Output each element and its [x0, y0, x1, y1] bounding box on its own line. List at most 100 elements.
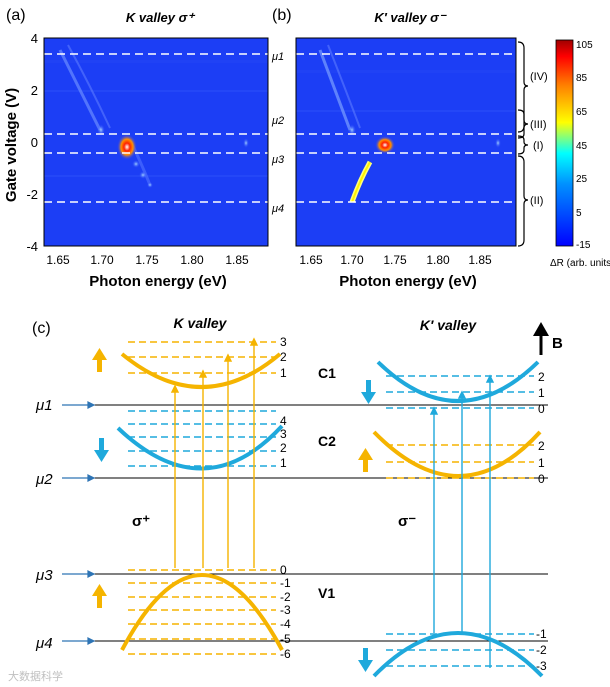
panel-a-label: (a)	[6, 7, 26, 24]
svg-text:2: 2	[280, 350, 287, 364]
svg-text:-2: -2	[26, 187, 38, 202]
svg-text:-1: -1	[536, 627, 547, 641]
kp-transitions	[429, 374, 495, 668]
svg-text:0: 0	[538, 402, 545, 416]
svg-text:65: 65	[576, 107, 588, 118]
kp-c2-band	[372, 430, 542, 479]
svg-text:1: 1	[538, 386, 545, 400]
panel-a-y-axis: 4 2 0 -2 -4	[26, 31, 38, 254]
svg-text:1: 1	[280, 366, 287, 380]
svg-text:-6: -6	[280, 647, 291, 661]
panel-b-mu-labels: μ1 μ2 μ3 μ4	[270, 48, 294, 215]
panel-a-x-axis: 1.65 1.70 1.75 1.80 1.85	[46, 253, 249, 267]
svg-text:2: 2	[538, 439, 545, 453]
panel-c-mu-labels: μ1 μ2 μ3 μ4	[35, 397, 53, 652]
svg-text:1: 1	[538, 456, 545, 470]
svg-text:0: 0	[31, 135, 38, 150]
sigma-plus-label: σ⁺	[132, 513, 150, 530]
mu-arrows	[62, 401, 96, 645]
svg-text:-5: -5	[280, 632, 291, 646]
svg-text:0: 0	[538, 472, 545, 486]
k-transitions	[170, 337, 259, 568]
k-c1-band	[120, 341, 282, 389]
panel-b-label: (b)	[272, 7, 292, 24]
mu-lines	[94, 404, 548, 642]
svg-text:0: 0	[280, 563, 287, 577]
svg-text:μ1: μ1	[35, 397, 53, 414]
svg-text:1.70: 1.70	[90, 253, 114, 267]
panel-b-title: K′ valley σ⁻	[374, 10, 447, 25]
kp-spin-arrows	[358, 380, 376, 672]
svg-text:3: 3	[280, 335, 287, 349]
svg-text:2: 2	[538, 370, 545, 384]
svg-text:3: 3	[280, 427, 287, 441]
kp-v1-band	[372, 631, 544, 678]
panel-b-x-axis: 1.65 1.70 1.75 1.80 1.85	[299, 253, 492, 267]
svg-text:-1: -1	[280, 576, 291, 590]
svg-text:-4: -4	[280, 617, 291, 631]
k-level-numbers: 3 2 1 4 3 2 1 0 -1 -2 -3 -4 -5 -6	[280, 335, 291, 661]
svg-text:4: 4	[280, 414, 287, 428]
svg-text:1.75: 1.75	[383, 253, 407, 267]
b-label: B	[552, 335, 563, 352]
svg-text:1.85: 1.85	[468, 253, 492, 267]
svg-text:μ4: μ4	[271, 203, 284, 215]
colorbar-label: ΔR (arb. units)	[550, 258, 610, 269]
svg-text:85: 85	[576, 73, 588, 84]
sigma-minus-label: σ⁻	[398, 513, 416, 530]
svg-text:1.80: 1.80	[426, 253, 450, 267]
svg-text:2: 2	[280, 441, 287, 455]
svg-text:2: 2	[31, 83, 38, 98]
kp-c1-band	[376, 360, 540, 409]
svg-text:45: 45	[576, 141, 588, 152]
svg-text:25: 25	[576, 174, 588, 185]
svg-text:-2: -2	[280, 590, 291, 604]
svg-text:1.70: 1.70	[340, 253, 364, 267]
svg-text:(IV): (IV)	[530, 71, 548, 83]
panel-a-x-label: Photon energy (eV)	[89, 273, 227, 290]
svg-text:μ4: μ4	[35, 635, 53, 652]
k-spin-arrows	[92, 348, 109, 608]
svg-text:-4: -4	[26, 239, 38, 254]
svg-text:5: 5	[576, 208, 582, 219]
panel-a-title: K valley σ⁺	[126, 10, 196, 25]
svg-text:(III): (III)	[530, 119, 547, 131]
band-c2-label: C2	[318, 433, 336, 449]
panel-b-heatmap	[296, 38, 516, 246]
svg-text:4: 4	[31, 31, 38, 46]
svg-text:105: 105	[576, 40, 593, 51]
svg-text:-2: -2	[536, 643, 547, 657]
svg-text:-3: -3	[280, 603, 291, 617]
svg-text:1.65: 1.65	[299, 253, 323, 267]
svg-text:μ2: μ2	[35, 471, 53, 488]
band-v1-label: V1	[318, 585, 335, 601]
b-field-arrow	[533, 322, 549, 355]
svg-text:(I): (I)	[533, 140, 543, 152]
svg-text:-3: -3	[536, 659, 547, 673]
panel-c-kp-title: K′ valley	[420, 317, 477, 333]
svg-text:μ1: μ1	[271, 51, 284, 63]
svg-text:1.65: 1.65	[46, 253, 70, 267]
k-v1-band	[120, 569, 284, 655]
svg-text:(II): (II)	[530, 195, 543, 207]
colorbar-ticks: 105 85 65 45 25 5 -15	[576, 40, 593, 251]
svg-text:1: 1	[280, 456, 287, 470]
panel-a-heatmap	[44, 38, 268, 246]
panel-a-y-label: Gate voltage (V)	[3, 88, 20, 202]
svg-text:1.85: 1.85	[225, 253, 249, 267]
svg-text:μ3: μ3	[271, 154, 285, 166]
panel-c-k-title: K valley	[174, 315, 228, 331]
panel-b-x-label: Photon energy (eV)	[339, 273, 477, 290]
panel-a-hotspot	[117, 134, 137, 160]
kp-level-numbers: 2 1 0 2 1 0 -1 -2 -3	[536, 370, 547, 673]
k-c2-band	[116, 410, 284, 471]
panel-b-hotspot	[375, 136, 395, 154]
svg-text:1.80: 1.80	[180, 253, 204, 267]
region-labels: (IV) (III) (I) (II)	[530, 71, 548, 207]
region-brackets	[517, 41, 529, 247]
watermark: 大数据科学	[8, 669, 63, 683]
svg-text:μ2: μ2	[271, 115, 284, 127]
colorbar	[555, 39, 574, 247]
band-c1-label: C1	[318, 365, 336, 381]
